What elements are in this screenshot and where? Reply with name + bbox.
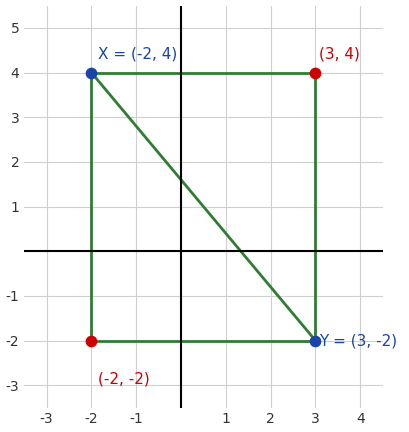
Point [88,69,94,76]
Text: X = (-2, 4): X = (-2, 4) [98,46,177,61]
Point [311,337,318,344]
Text: (3, 4): (3, 4) [318,46,359,61]
Point [311,69,318,76]
Point [88,337,94,344]
Text: Y = (3, -2): Y = (3, -2) [318,334,396,349]
Text: (-2, -2): (-2, -2) [98,372,150,387]
